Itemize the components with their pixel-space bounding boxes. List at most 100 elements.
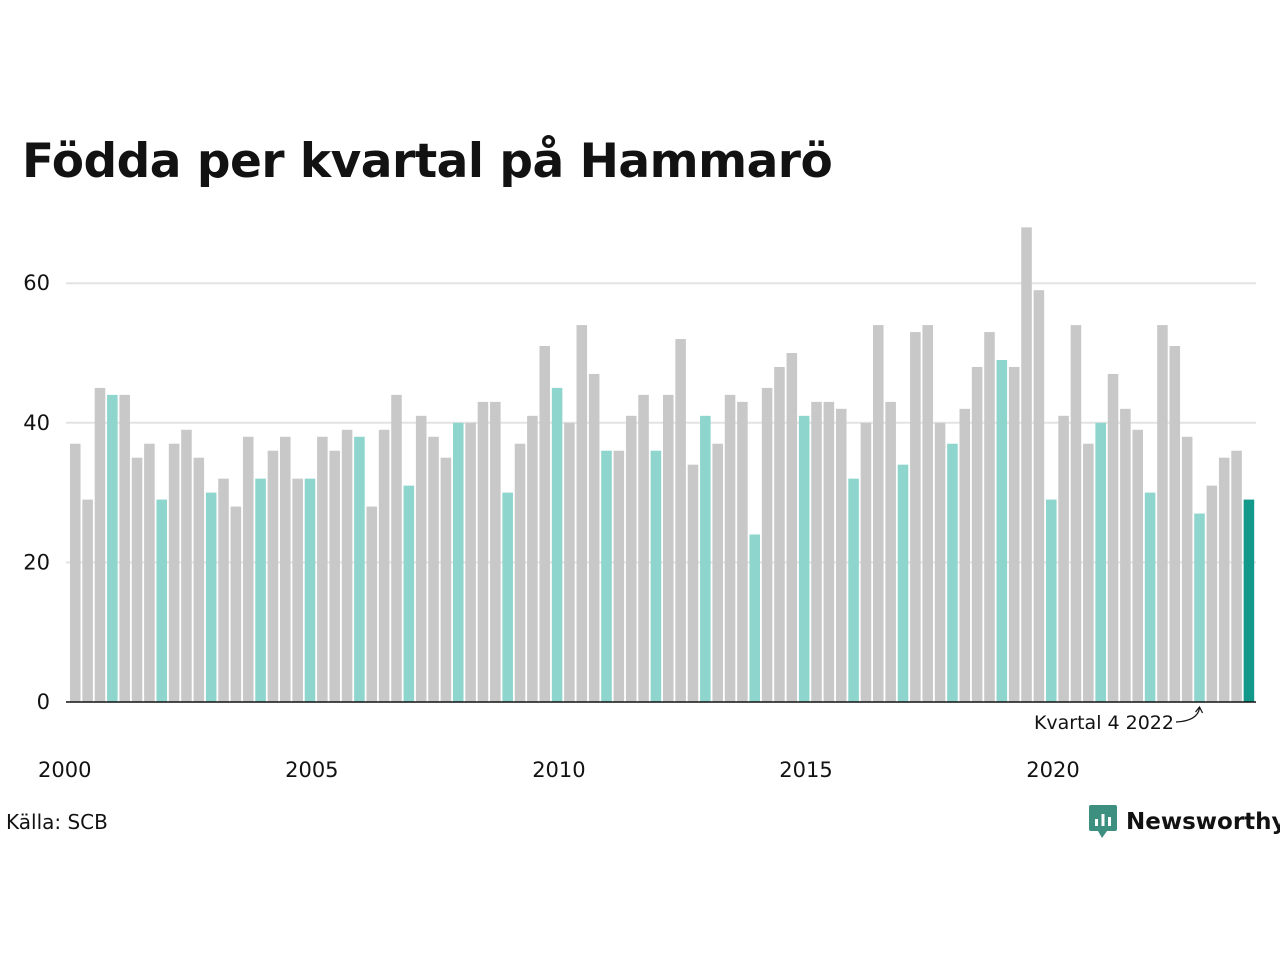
bar — [1243, 499, 1255, 702]
bar — [1095, 422, 1106, 702]
bar — [267, 450, 279, 702]
annotation: Kvartal 4 2022 — [1034, 705, 1204, 734]
bar — [1144, 492, 1156, 702]
bar — [613, 450, 625, 702]
bar — [724, 394, 736, 702]
bar — [403, 485, 415, 702]
bar — [848, 478, 859, 702]
bar — [1058, 415, 1069, 702]
bar — [873, 325, 884, 702]
x-tick-label: 2000 — [38, 758, 91, 782]
bar — [452, 422, 464, 702]
bar — [601, 450, 612, 702]
bars — [70, 227, 1255, 703]
bar — [292, 478, 303, 702]
annotation-arrow — [1175, 705, 1204, 723]
bar — [761, 387, 773, 702]
bar — [205, 492, 217, 702]
bar — [1070, 325, 1082, 702]
bar — [687, 464, 699, 702]
bar — [119, 394, 130, 702]
bar — [1120, 408, 1131, 702]
y-tick-label: 0 — [37, 690, 50, 714]
bar — [94, 387, 106, 702]
bar — [860, 422, 872, 702]
x-tick-label: 2020 — [1026, 758, 1079, 782]
bar — [947, 443, 958, 702]
bar — [255, 478, 266, 702]
bar — [440, 457, 452, 702]
x-tick-label: 2005 — [285, 758, 338, 782]
bar — [354, 436, 365, 702]
bar — [1033, 290, 1045, 702]
bar — [996, 359, 1008, 702]
bar — [218, 478, 229, 702]
y-tick-label: 60 — [23, 271, 50, 295]
bar — [1107, 373, 1119, 702]
bar — [378, 429, 390, 702]
bar — [700, 415, 711, 702]
y-tick-label: 20 — [23, 550, 50, 574]
brand-logo: Newsworthy — [1088, 803, 1280, 841]
bar — [82, 499, 93, 702]
bar — [70, 443, 81, 702]
bar — [749, 534, 761, 702]
bar — [663, 394, 674, 702]
bar — [1194, 513, 1205, 702]
bar — [897, 464, 909, 702]
bar — [193, 457, 205, 702]
bar — [539, 346, 551, 702]
bar — [1021, 227, 1032, 703]
bar — [181, 429, 192, 702]
annotation-label: Kvartal 4 2022 — [1034, 712, 1174, 734]
newsworthy-logo-icon — [1089, 805, 1117, 838]
bar — [798, 415, 810, 702]
bar — [971, 366, 983, 702]
source-note: Källa: SCB — [6, 810, 108, 834]
x-axis: 2000 2005 2010 2015 2020 — [38, 701, 1256, 782]
bar — [280, 436, 291, 702]
bar — [514, 443, 526, 702]
bar — [625, 415, 637, 702]
bar — [391, 394, 402, 702]
bar — [712, 443, 723, 702]
y-tick-label: 40 — [23, 411, 50, 435]
bar — [502, 492, 513, 702]
bar — [156, 499, 168, 702]
bar — [428, 436, 439, 702]
bar — [811, 401, 822, 702]
bar — [638, 394, 649, 702]
bar — [650, 450, 662, 702]
bar — [823, 401, 835, 702]
y-axis: 0 20 40 60 — [23, 271, 50, 714]
bar — [490, 401, 501, 702]
bar — [910, 332, 921, 702]
bar — [959, 408, 971, 702]
bar — [1218, 457, 1230, 702]
bar — [1181, 436, 1193, 702]
bar — [576, 325, 588, 702]
bar — [934, 422, 946, 702]
bar — [774, 366, 785, 702]
bar — [329, 450, 340, 702]
bar — [675, 339, 686, 702]
bar — [477, 401, 489, 702]
bar — [1157, 325, 1168, 702]
bar — [341, 429, 353, 702]
bar — [168, 443, 180, 702]
bar — [366, 506, 378, 702]
bar — [588, 373, 600, 702]
bar — [131, 457, 143, 702]
bar — [242, 436, 254, 702]
bar — [107, 394, 118, 702]
bar — [835, 408, 847, 702]
bar-chart: 0 20 40 60 2000 2005 2010 2015 2020 Kvartal 4 2… — [23, 227, 1256, 782]
chart-title: Födda per kvartal på Hammarö — [22, 134, 833, 189]
bar — [415, 415, 427, 702]
x-tick-label: 2015 — [779, 758, 832, 782]
bar — [144, 443, 155, 702]
bar — [551, 387, 563, 702]
bar — [1008, 366, 1020, 702]
bar — [317, 436, 328, 702]
bar — [564, 422, 575, 702]
